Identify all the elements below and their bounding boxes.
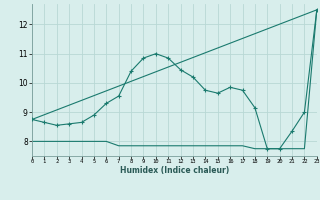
X-axis label: Humidex (Indice chaleur): Humidex (Indice chaleur) [120,166,229,175]
